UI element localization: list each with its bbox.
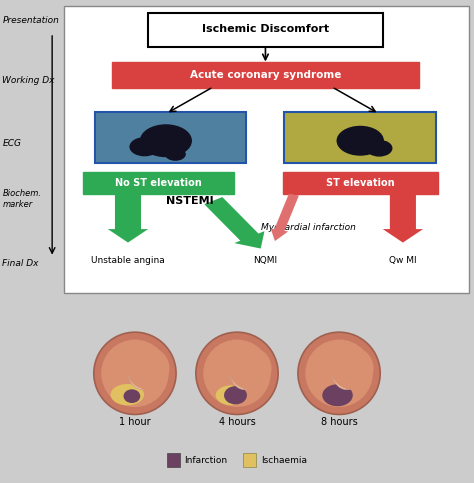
Ellipse shape — [216, 385, 246, 405]
Circle shape — [165, 148, 186, 161]
Circle shape — [229, 347, 272, 390]
Text: 8 hours: 8 hours — [321, 417, 357, 427]
Text: Myocardial infarction: Myocardial infarction — [261, 223, 356, 232]
FancyBboxPatch shape — [167, 454, 180, 467]
Circle shape — [305, 340, 373, 407]
Text: NQMI: NQMI — [254, 256, 277, 265]
Circle shape — [331, 347, 374, 390]
FancyBboxPatch shape — [112, 62, 419, 88]
Ellipse shape — [229, 351, 259, 390]
Text: No ST elevation: No ST elevation — [115, 178, 202, 188]
Circle shape — [127, 347, 170, 390]
Ellipse shape — [128, 351, 157, 390]
Ellipse shape — [332, 351, 361, 390]
Text: Final Dx: Final Dx — [2, 259, 39, 268]
Text: Ischemic Discomfort: Ischemic Discomfort — [202, 24, 329, 34]
FancyBboxPatch shape — [83, 172, 234, 194]
Circle shape — [298, 332, 380, 414]
FancyArrow shape — [271, 194, 299, 241]
FancyBboxPatch shape — [64, 6, 469, 294]
Text: Biochem.
marker: Biochem. marker — [2, 189, 41, 209]
Text: ST elevation: ST elevation — [326, 178, 394, 188]
Text: Working Dx: Working Dx — [2, 76, 55, 85]
FancyArrow shape — [108, 195, 148, 242]
FancyArrow shape — [204, 197, 264, 249]
Text: NSTEMI: NSTEMI — [166, 196, 213, 206]
FancyBboxPatch shape — [243, 454, 256, 467]
Text: 4 hours: 4 hours — [219, 417, 255, 427]
Circle shape — [101, 340, 169, 407]
FancyBboxPatch shape — [283, 172, 438, 194]
Circle shape — [129, 137, 160, 156]
Circle shape — [196, 332, 278, 414]
Ellipse shape — [124, 389, 140, 403]
Ellipse shape — [322, 384, 353, 406]
Ellipse shape — [224, 386, 247, 404]
Circle shape — [366, 140, 392, 156]
Text: 1 hour: 1 hour — [119, 417, 151, 427]
Text: Ischaemia: Ischaemia — [261, 455, 307, 465]
FancyBboxPatch shape — [148, 13, 383, 47]
Ellipse shape — [110, 384, 144, 405]
Circle shape — [337, 126, 384, 156]
Circle shape — [140, 124, 192, 157]
Circle shape — [203, 340, 271, 407]
Text: ECG: ECG — [2, 139, 21, 148]
Circle shape — [94, 332, 176, 414]
Text: Unstable angina: Unstable angina — [91, 256, 165, 265]
Text: Qw MI: Qw MI — [389, 256, 417, 265]
Text: Presentation: Presentation — [2, 16, 59, 26]
FancyBboxPatch shape — [95, 112, 246, 163]
Ellipse shape — [329, 389, 343, 400]
FancyArrow shape — [383, 195, 423, 242]
Text: Acute coronary syndrome: Acute coronary syndrome — [190, 70, 341, 80]
Text: Infarction: Infarction — [184, 455, 228, 465]
FancyBboxPatch shape — [284, 112, 436, 163]
